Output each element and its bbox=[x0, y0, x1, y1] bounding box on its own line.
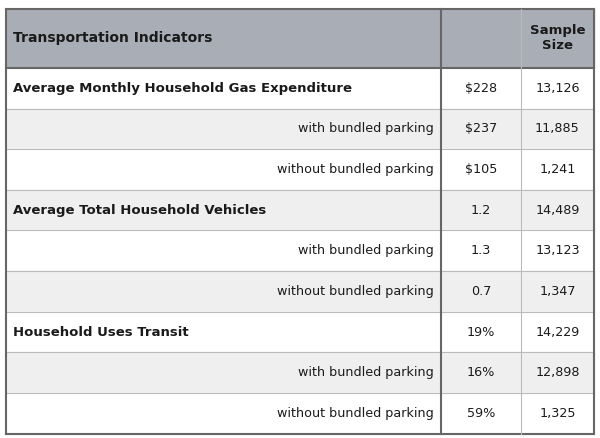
Text: 1,325: 1,325 bbox=[539, 407, 575, 420]
Text: without bundled parking: without bundled parking bbox=[277, 407, 434, 420]
Text: Average Monthly Household Gas Expenditure: Average Monthly Household Gas Expenditur… bbox=[13, 82, 352, 95]
Bar bbox=[6, 9, 594, 68]
Text: $105: $105 bbox=[465, 163, 497, 176]
Text: without bundled parking: without bundled parking bbox=[277, 285, 434, 298]
Text: Sample
Size: Sample Size bbox=[530, 25, 585, 52]
Text: 13,123: 13,123 bbox=[535, 244, 580, 257]
Bar bbox=[6, 190, 594, 230]
Text: 1,347: 1,347 bbox=[539, 285, 575, 298]
Text: without bundled parking: without bundled parking bbox=[277, 163, 434, 176]
Text: with bundled parking: with bundled parking bbox=[298, 366, 434, 379]
Text: 13,126: 13,126 bbox=[535, 82, 580, 95]
Text: 19%: 19% bbox=[467, 325, 495, 339]
Text: $228: $228 bbox=[465, 82, 497, 95]
Text: Transportation Indicators: Transportation Indicators bbox=[13, 32, 212, 45]
Text: 1.3: 1.3 bbox=[471, 244, 491, 257]
Bar bbox=[6, 352, 594, 393]
Text: 14,489: 14,489 bbox=[535, 204, 580, 217]
Bar bbox=[6, 149, 594, 190]
Bar bbox=[6, 393, 594, 434]
Bar bbox=[6, 312, 594, 352]
Bar bbox=[6, 68, 594, 109]
Text: with bundled parking: with bundled parking bbox=[298, 244, 434, 257]
Bar bbox=[6, 271, 594, 312]
Bar bbox=[6, 230, 594, 271]
Text: 11,885: 11,885 bbox=[535, 122, 580, 135]
Text: 12,898: 12,898 bbox=[535, 366, 580, 379]
Text: $237: $237 bbox=[465, 122, 497, 135]
Text: Average Total Household Vehicles: Average Total Household Vehicles bbox=[13, 204, 266, 217]
Text: 16%: 16% bbox=[467, 366, 495, 379]
Text: 14,229: 14,229 bbox=[535, 325, 580, 339]
Bar bbox=[6, 109, 594, 149]
Text: Household Uses Transit: Household Uses Transit bbox=[13, 325, 189, 339]
Text: 1,241: 1,241 bbox=[539, 163, 575, 176]
Text: 0.7: 0.7 bbox=[471, 285, 491, 298]
Text: with bundled parking: with bundled parking bbox=[298, 122, 434, 135]
Text: 59%: 59% bbox=[467, 407, 495, 420]
Text: 1.2: 1.2 bbox=[471, 204, 491, 217]
